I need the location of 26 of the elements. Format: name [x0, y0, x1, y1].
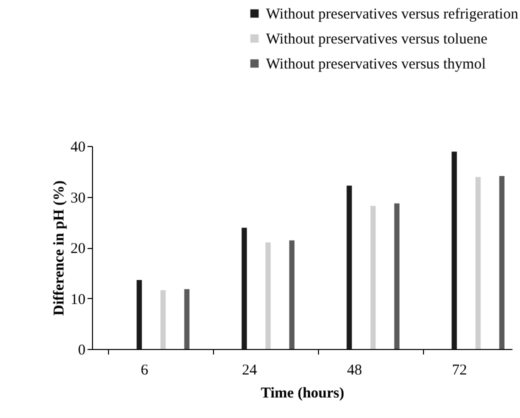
legend-label: Without preservatives versus toluene: [266, 32, 488, 48]
bar: [346, 186, 352, 349]
y-axis-title: Difference in pH (%): [52, 180, 68, 316]
bar: [475, 176, 481, 349]
x-tick-label: 6: [140, 362, 149, 378]
bar: [242, 228, 247, 349]
y-tick-label: 40: [70, 140, 86, 156]
bar: [184, 289, 190, 349]
y-tick-label: 30: [70, 190, 86, 206]
bar: [289, 240, 294, 349]
bar: [452, 152, 457, 349]
x-tick-label: 48: [347, 362, 362, 378]
bar: [499, 176, 504, 349]
x-axis-title: Time (hours): [260, 386, 344, 402]
y-tick-label: 0: [78, 342, 86, 358]
y-tick-label: 10: [70, 292, 86, 308]
bar: [370, 206, 376, 349]
bar: [136, 280, 142, 349]
x-tick-label: 24: [242, 362, 258, 378]
legend-label: Without preservatives versus thymol: [266, 56, 486, 72]
bar: [265, 242, 271, 349]
y-tick-label: 20: [70, 241, 86, 257]
bar: [160, 290, 166, 349]
x-tick-label: 72: [452, 362, 467, 378]
legend-label: Without preservatives versus refrigeration: [266, 6, 519, 22]
bar: [394, 203, 400, 349]
